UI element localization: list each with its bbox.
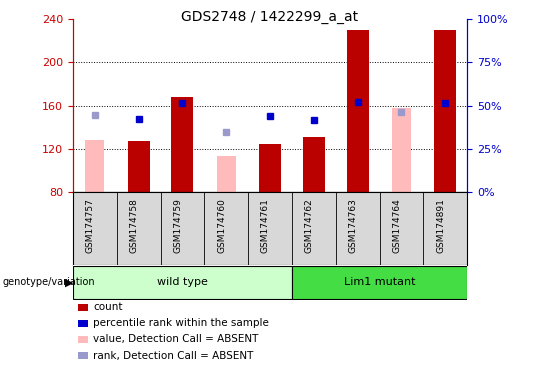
Text: GSM174760: GSM174760 [217,198,226,253]
Text: GSM174757: GSM174757 [86,198,95,253]
Text: ▶: ▶ [65,277,73,287]
Text: GSM174758: GSM174758 [130,198,139,253]
Bar [85,140,104,192]
Text: GSM174762: GSM174762 [305,198,314,253]
Text: GSM174761: GSM174761 [261,198,270,253]
Text: percentile rank within the sample: percentile rank within the sample [93,318,269,328]
Text: value, Detection Call = ABSENT: value, Detection Call = ABSENT [93,334,259,344]
Text: GSM174763: GSM174763 [349,198,357,253]
Text: wild type: wild type [157,277,208,287]
Text: GSM174764: GSM174764 [393,198,401,253]
Bar [172,97,193,192]
Bar [127,141,150,192]
Text: rank, Detection Call = ABSENT: rank, Detection Call = ABSENT [93,351,254,361]
Text: Lim1 mutant: Lim1 mutant [344,277,415,287]
Text: GSM174891: GSM174891 [436,198,445,253]
Text: GSM174759: GSM174759 [173,198,183,253]
Bar [217,156,235,192]
Text: count: count [93,302,123,312]
Bar [73,266,292,299]
Bar [392,108,411,192]
Bar [259,144,281,192]
Bar [292,266,467,299]
Text: genotype/variation: genotype/variation [3,277,96,287]
Bar [303,137,325,192]
Bar [347,30,368,192]
Text: GDS2748 / 1422299_a_at: GDS2748 / 1422299_a_at [181,10,359,23]
Bar [434,30,456,192]
